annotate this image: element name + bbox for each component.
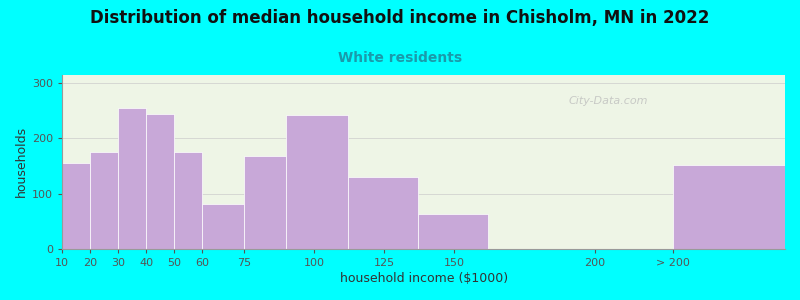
Text: White residents: White residents (338, 51, 462, 65)
Bar (418, 214, 488, 249)
Bar (118, 108, 146, 249)
Bar (90, 152, 118, 249)
Bar (146, 114, 174, 249)
Text: City-Data.com: City-Data.com (568, 96, 648, 106)
Text: Distribution of median household income in Chisholm, MN in 2022: Distribution of median household income … (90, 9, 710, 27)
Bar (174, 152, 202, 249)
Y-axis label: households: households (15, 126, 28, 197)
Bar (202, 204, 244, 249)
Bar (62, 163, 90, 249)
X-axis label: household income ($1000): household income ($1000) (339, 272, 508, 285)
Bar (286, 115, 348, 249)
Bar (673, 165, 785, 249)
Bar (244, 156, 286, 249)
Bar (348, 177, 418, 249)
